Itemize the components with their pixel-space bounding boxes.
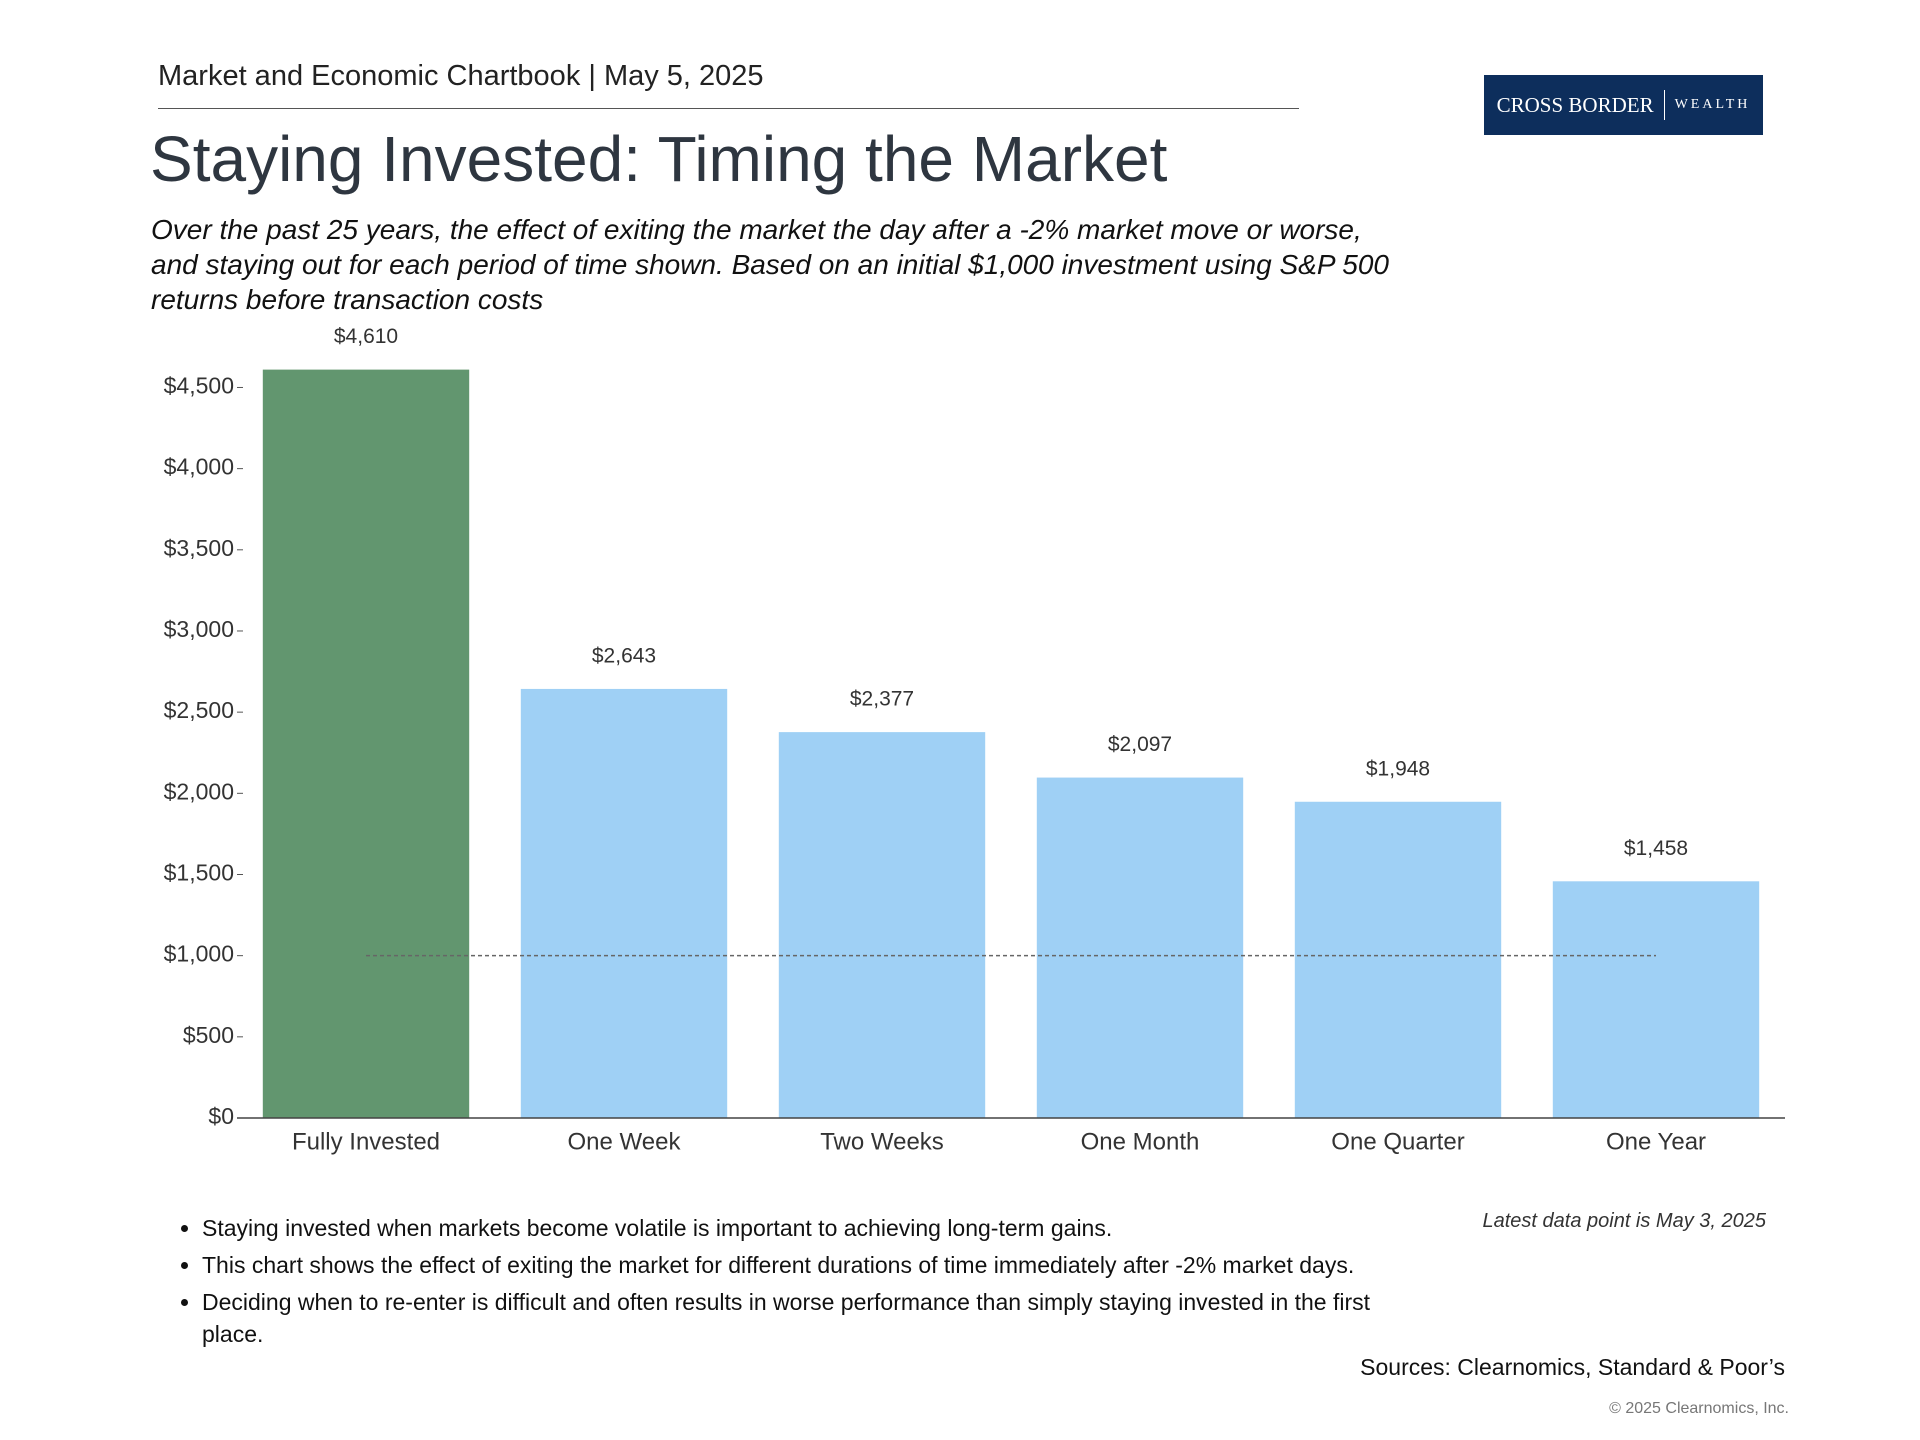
value-label: $2,643 bbox=[592, 644, 656, 667]
logo-main: CROSS BORDER bbox=[1496, 92, 1654, 117]
value-label: $2,377 bbox=[850, 688, 914, 711]
y-tick-label: $2,500 bbox=[164, 697, 234, 723]
y-tick-label: $2,000 bbox=[164, 778, 234, 804]
logo-separator bbox=[1663, 90, 1665, 120]
copyright: © 2025 Clearnomics, Inc. bbox=[1609, 1400, 1789, 1417]
bar bbox=[778, 732, 986, 1118]
x-tick-label: One Year bbox=[1606, 1128, 1706, 1155]
value-label: $4,610 bbox=[334, 325, 398, 348]
value-label: $1,458 bbox=[1624, 837, 1688, 860]
x-tick-label: Fully Invested bbox=[292, 1128, 440, 1155]
bullet: This chart shows the effect of exiting t… bbox=[202, 1249, 1402, 1281]
bullet-list: Staying invested when markets become vol… bbox=[168, 1212, 1402, 1355]
data-note: Latest data point is May 3, 2025 bbox=[1482, 1210, 1766, 1232]
bar bbox=[520, 688, 728, 1118]
y-tick-label: $3,000 bbox=[164, 616, 234, 642]
bar bbox=[1294, 801, 1502, 1118]
bullet: Staying invested when markets become vol… bbox=[202, 1212, 1402, 1244]
x-tick-label: Two Weeks bbox=[820, 1128, 944, 1155]
bar bbox=[1036, 777, 1244, 1118]
bar bbox=[262, 369, 470, 1119]
value-label: $2,097 bbox=[1108, 733, 1172, 756]
logo: CROSS BORDER WEALTH bbox=[1484, 75, 1763, 135]
sources: Sources: Clearnomics, Standard & Poor’s bbox=[1360, 1354, 1785, 1380]
y-tick-label: $3,500 bbox=[164, 535, 234, 561]
y-tick-label: $4,000 bbox=[164, 454, 234, 480]
chart-subtitle: Over the past 25 years, the effect of ex… bbox=[151, 214, 1389, 315]
x-tick-label: One Month bbox=[1081, 1128, 1200, 1155]
bar bbox=[1552, 881, 1760, 1118]
header: Market and Economic Chartbook | May 5, 2… bbox=[158, 60, 764, 92]
chart-title: Staying Invested: Timing the Market bbox=[150, 123, 1168, 195]
y-tick-label: $1,500 bbox=[164, 860, 234, 886]
y-tick-label: $500 bbox=[183, 1022, 234, 1048]
value-label: $1,948 bbox=[1366, 757, 1430, 780]
x-tick-label: One Week bbox=[568, 1128, 682, 1155]
y-tick-label: $4,500 bbox=[164, 373, 234, 399]
y-tick-label: $0 bbox=[208, 1103, 234, 1129]
logo-sub: WEALTH bbox=[1674, 97, 1751, 112]
y-tick-label: $1,000 bbox=[164, 941, 234, 967]
x-tick-label: One Quarter bbox=[1331, 1128, 1464, 1155]
header-rule bbox=[158, 108, 1299, 109]
bullet: Deciding when to re-enter is difficult a… bbox=[202, 1286, 1402, 1350]
